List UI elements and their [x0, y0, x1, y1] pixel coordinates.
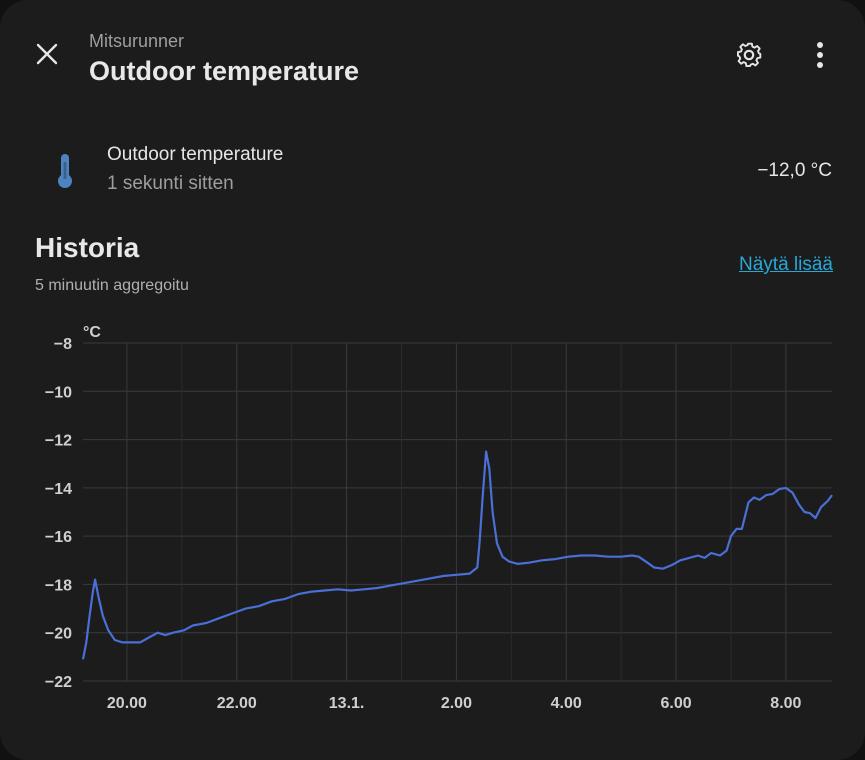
- x-tick-label: 13.1.: [329, 695, 365, 712]
- chart-grid: [83, 342, 832, 682]
- y-tick-label: −22: [45, 674, 72, 691]
- more-options-button[interactable]: [799, 34, 841, 76]
- x-tick-label: 20.00: [107, 695, 147, 712]
- close-icon: [36, 43, 58, 65]
- history-subtitle: 5 minuutin aggregoitu: [35, 277, 189, 294]
- settings-button[interactable]: [728, 34, 770, 76]
- device-name: Mitsurunner: [89, 31, 185, 51]
- y-tick-label: −14: [45, 481, 72, 498]
- x-tick-label: 4.00: [551, 695, 582, 712]
- close-button[interactable]: [26, 33, 68, 75]
- y-axis-ticks: −8 −10 −12 −14 −16 −18 −20 −22: [45, 336, 72, 691]
- thermometer-icon: [58, 154, 72, 188]
- entity-last-changed: 1 sekunti sitten: [107, 173, 234, 194]
- y-tick-label: −16: [45, 529, 72, 546]
- y-tick-label: −18: [45, 577, 72, 594]
- y-axis-label: °C: [83, 324, 101, 341]
- entity-value: −12,0 °C: [757, 160, 832, 181]
- x-tick-label: 22.00: [217, 695, 257, 712]
- gear-icon: [737, 42, 762, 67]
- show-more-link[interactable]: Näytä lisää: [739, 254, 833, 275]
- temperature-series-line: [81, 450, 833, 660]
- x-tick-label: 6.00: [660, 695, 691, 712]
- x-axis-ticks: 20.00 22.00 13.1. 2.00 4.00 6.00 8.00: [107, 695, 802, 712]
- history-title: Historia: [35, 232, 140, 263]
- history-chart[interactable]: −8−10−12−14−16−18−20−22 20.00 22.00 13.1. 2…: [0, 315, 865, 736]
- x-tick-label: 2.00: [441, 695, 472, 712]
- entity-state-row: Outdoor temperature 1 sekunti sitten −12…: [0, 140, 865, 200]
- chart-series: [81, 450, 833, 660]
- y-tick-label: −20: [45, 626, 72, 643]
- entity-name: Outdoor temperature: [107, 144, 284, 165]
- y-tick-label: −8: [54, 336, 72, 353]
- y-tick-label: −12: [45, 433, 72, 450]
- y-tick-label: −10: [45, 384, 72, 401]
- dialog-title: Outdoor temperature: [89, 56, 360, 86]
- more-vertical-icon: [817, 42, 823, 68]
- x-tick-label: 8.00: [770, 695, 801, 712]
